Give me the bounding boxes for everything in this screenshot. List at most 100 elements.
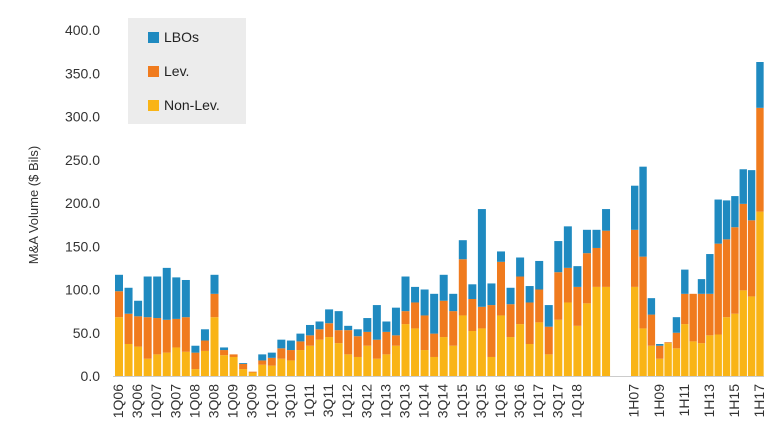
- quarterly-bar-lbos-3q08: [210, 274, 219, 294]
- quarterly-bar-lbos-2q06: [124, 287, 133, 314]
- half-year-bar-non-lev-2h09: [672, 348, 681, 376]
- quarterly-bar-non-lev-1q18: [573, 325, 582, 376]
- y-axis: 0.0 50.0 100.0 150.0 200.0 250.0 300.0 350.0 400…: [65, 22, 764, 384]
- quarterly-bar-lev-3q13: [401, 311, 410, 325]
- quarterly-bar-lbos-4q17: [563, 226, 572, 268]
- y-tick-label: 100.0: [65, 282, 100, 298]
- x-tick-label: 1H15: [726, 384, 742, 418]
- x-tick-label: 1Q08: [186, 384, 202, 418]
- half-year-bar-lbos-1h07: [631, 185, 639, 230]
- half-year-bar-non-lev-1h14: [747, 296, 756, 376]
- half-year-bar-non-lev-1h11: [697, 343, 706, 376]
- quarterly-bar-lev-2q18: [582, 253, 591, 304]
- quarterly-bar-non-lev-2q12: [353, 356, 362, 376]
- quarterly-bar-lbos-4q18: [602, 209, 611, 231]
- half-year-bar-non-lev-2h07: [639, 328, 647, 376]
- x-tick-label: 3Q12: [358, 384, 374, 418]
- quarterly-bar-non-lev-4q16: [525, 344, 534, 376]
- quarterly-bar-non-lev-2q07: [162, 352, 171, 376]
- x-tick-label: 1Q14: [416, 384, 432, 418]
- quarterly-bar-lbos-4q08: [220, 347, 229, 351]
- half-year-bar-lbos-2h14: [756, 62, 764, 108]
- quarterly-bar-lbos-2q14: [430, 293, 439, 334]
- x-tick-label: 1H11: [676, 384, 692, 417]
- quarterly-bar-lev-3q08: [210, 293, 219, 318]
- quarterly-bar-lbos-3q17: [554, 241, 563, 273]
- quarterly-bar-lev-1q08: [191, 352, 200, 370]
- quarterly-bar-non-lev-1q12: [344, 354, 353, 377]
- x-tick-label: 3Q09: [244, 384, 260, 418]
- quarterly-bar-lev-2q08: [200, 340, 209, 351]
- half-year-bar-lbos-2h08: [656, 344, 664, 346]
- quarterly-bar-non-lev-4q14: [449, 345, 458, 376]
- quarterly-bar-non-lev-3q18: [592, 286, 601, 376]
- x-tick-label: 1Q13: [377, 384, 393, 418]
- quarterly-bar-lev-4q14: [449, 311, 458, 346]
- half-year-bar-lev-1h11: [697, 293, 706, 344]
- quarterly-bar-lbos-1q11: [306, 324, 314, 336]
- quarterly-bar-lbos-3q07: [172, 277, 181, 319]
- half-year-bar-lbos-1h10: [681, 269, 689, 294]
- quarterly-bar-lbos-4q10: [296, 333, 305, 342]
- quarterly-bar-non-lev-1q09: [229, 356, 238, 376]
- quarterly-bar-non-lev-3q07: [172, 347, 181, 376]
- half-year-bar-non-lev-2h10: [689, 341, 697, 376]
- half-year-bar-lbos-1h12: [714, 199, 722, 244]
- half-year-bar-non-lev-1h09: [664, 343, 672, 376]
- quarterly-bar-non-lev-2q18: [582, 303, 591, 376]
- quarterly-bar-lev-4q08: [220, 350, 229, 356]
- quarterly-bar-non-lev-2q09: [239, 369, 248, 376]
- half-year-bar-lbos-2h11: [706, 254, 714, 294]
- half-year-bar-non-lev-2h08: [656, 358, 664, 376]
- half-year-bar-non-lev-1h10: [681, 324, 689, 376]
- half-year-bar-lev-2h14: [756, 107, 764, 212]
- quarterly-bar-non-lev-1q06: [115, 317, 123, 376]
- quarterly-bar-lbos-3q10: [286, 340, 295, 351]
- x-tick-label: 3Q14: [435, 384, 451, 418]
- quarterly-bar-lev-4q18: [602, 230, 611, 287]
- quarterly-bar-lev-4q09: [258, 360, 267, 365]
- legend-swatch-non-lev: [148, 100, 159, 111]
- half-year-bar-lbos-2h07: [639, 166, 647, 257]
- half-year-bar-non-lev-1h12: [714, 334, 722, 376]
- quarterly-bar-lbos-2q18: [582, 229, 591, 254]
- legend-box: [128, 18, 246, 124]
- quarterly-bar-lbos-1q14: [420, 289, 429, 316]
- quarterly-bar-non-lev-3q11: [325, 337, 334, 376]
- quarterly-bar-lbos-2q11: [315, 321, 324, 330]
- quarterly-bar-lbos-2q15: [468, 284, 477, 300]
- quarterly-bar-lev-3q12: [363, 331, 372, 346]
- half-year-bar-lev-1h12: [714, 243, 722, 335]
- quarterly-bar-lev-4q17: [563, 267, 572, 303]
- quarterly-bar-non-lev-4q13: [411, 328, 420, 376]
- half-year-bar-lbos-1h13: [731, 196, 739, 228]
- quarterly-bar-lbos-3q16: [516, 257, 525, 277]
- quarterly-bar-lev-3q18: [592, 247, 601, 287]
- quarterly-bar-non-lev-3q15: [477, 328, 486, 376]
- x-tick-label: 1H13: [701, 384, 717, 418]
- quarterly-bar-lbos-1q12: [344, 325, 353, 331]
- y-tick-label: 200.0: [65, 195, 100, 211]
- half-year-bar-non-lev-2h14: [756, 211, 764, 376]
- y-tick-label: 250.0: [65, 152, 100, 168]
- x-tick-label: 1H07: [626, 384, 642, 418]
- quarterly-bar-lev-2q15: [468, 299, 477, 332]
- quarterly-bar-non-lev-4q17: [563, 302, 572, 376]
- quarterly-bar-lev-3q09: [248, 371, 257, 373]
- quarterly-bar-lev-4q13: [411, 302, 420, 329]
- quarterly-bar-lbos-3q06: [134, 300, 143, 317]
- quarterly-bar-non-lev-4q08: [220, 355, 229, 376]
- half-year-bar-lev-2h12: [722, 239, 731, 318]
- quarterly-bar-lev-1q13: [382, 331, 391, 355]
- x-tick-label: 1Q10: [263, 384, 279, 418]
- quarterly-bar-lev-1q12: [344, 330, 353, 355]
- y-tick-label: 150.0: [65, 238, 100, 254]
- x-tick-label: 1Q18: [568, 384, 584, 418]
- quarterly-bar-lbos-3q11: [325, 309, 334, 324]
- half-year-bar-lbos-2h12: [722, 200, 731, 240]
- half-year-bar-lev-1h08: [647, 314, 656, 346]
- quarterly-bar-non-lev-1q07: [153, 354, 162, 377]
- y-tick-label: 0.0: [81, 368, 101, 384]
- quarterly-bar-non-lev-3q17: [554, 319, 563, 376]
- x-tick-label: 1Q15: [454, 384, 470, 418]
